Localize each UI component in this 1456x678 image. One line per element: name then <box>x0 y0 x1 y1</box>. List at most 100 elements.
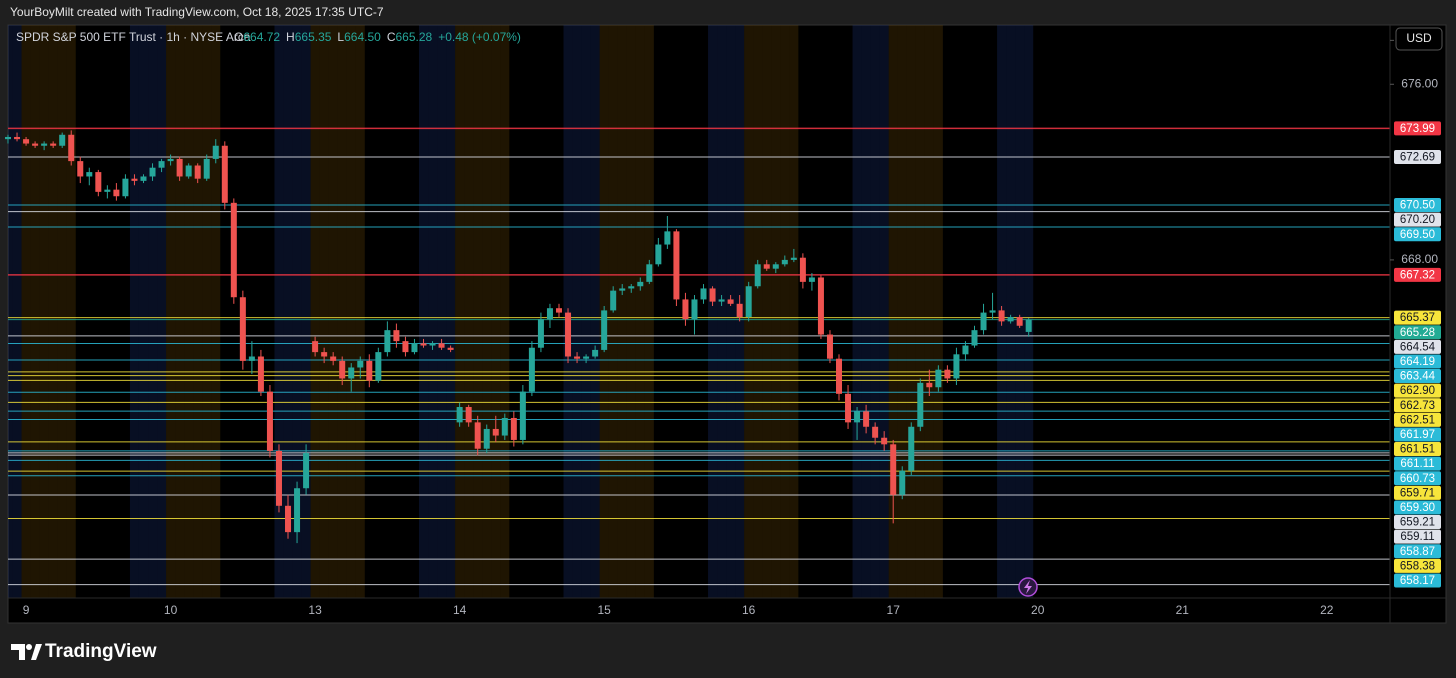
session-band <box>590 25 600 598</box>
level-label-box <box>1394 500 1441 515</box>
session-band <box>166 25 176 598</box>
candle-body <box>230 202 237 298</box>
candle-body <box>140 176 147 181</box>
x-tick-label: 9 <box>23 603 30 617</box>
candle-body <box>808 277 815 282</box>
candle-body <box>149 167 156 177</box>
candle-body <box>203 158 210 179</box>
candle-body <box>555 308 562 313</box>
session-band <box>915 25 925 598</box>
session-band <box>906 25 916 598</box>
candle-body <box>294 488 301 533</box>
candle-body <box>465 407 472 423</box>
level-label-box <box>1394 515 1441 530</box>
level-label-box <box>1394 369 1441 384</box>
session-band <box>717 25 727 598</box>
level-label: 662.51 <box>1400 414 1435 426</box>
candle-body <box>303 453 310 489</box>
candle-body <box>483 428 490 449</box>
session-band <box>328 25 338 598</box>
alert-icon[interactable] <box>1018 577 1038 597</box>
candle-body <box>565 312 572 357</box>
level-label-box <box>1394 339 1441 354</box>
candle-body <box>167 158 174 162</box>
currency[interactable]: USD <box>1406 31 1432 45</box>
candle-body <box>772 264 779 269</box>
level-label-box <box>1394 427 1441 442</box>
level-label: 661.97 <box>1400 429 1435 441</box>
session-band <box>464 25 474 598</box>
candle-body <box>682 299 689 320</box>
candle-body <box>619 288 626 291</box>
candle-body <box>447 347 454 350</box>
x-tick-label: 10 <box>164 603 178 617</box>
session-band <box>753 25 763 598</box>
session-band <box>175 25 185 598</box>
level-label-box <box>1394 267 1441 282</box>
candle-body <box>456 407 463 423</box>
session-band <box>870 25 880 598</box>
candle-body <box>393 330 400 342</box>
candle-body <box>655 244 662 265</box>
candle-body <box>646 264 653 282</box>
session-band <box>57 25 67 598</box>
level-label: 662.90 <box>1400 385 1435 397</box>
level-label: 670.50 <box>1400 200 1435 212</box>
session-band <box>292 25 302 598</box>
session-band <box>184 25 194 598</box>
level-label: 667.32 <box>1400 269 1435 281</box>
candle-body <box>248 356 255 361</box>
candle-body <box>5 136 11 140</box>
x-tick-label: 17 <box>887 603 901 617</box>
candle-body <box>935 369 942 388</box>
session-band <box>491 25 501 598</box>
legend: SPDR S&P 500 ETF Trust · 1h · NYSE Arca … <box>16 30 521 44</box>
level-label-box <box>1394 310 1441 325</box>
candle-body <box>501 417 508 436</box>
candle-body <box>339 360 346 379</box>
x-tick-label: 20 <box>1031 603 1045 617</box>
candle-body <box>239 297 246 361</box>
session-band <box>1006 25 1016 598</box>
ohlc-value: 665.35 <box>295 30 332 44</box>
session-band <box>500 25 510 598</box>
level-label-box <box>1394 212 1441 227</box>
candle-body <box>980 312 987 331</box>
candle-body <box>962 345 969 355</box>
chart-panel <box>7 24 1447 624</box>
logo-t <box>11 644 25 660</box>
candle-body <box>176 158 183 177</box>
level-label-box <box>1394 121 1441 136</box>
level-label: 661.11 <box>1400 458 1434 470</box>
session-band <box>283 25 293 598</box>
candle-body <box>546 308 553 320</box>
candle-body <box>583 356 590 359</box>
session-band <box>30 25 40 598</box>
candle-body <box>718 299 725 302</box>
level-label: 660.73 <box>1400 473 1435 485</box>
session-band <box>48 25 58 598</box>
candle-body <box>1007 316 1014 322</box>
session-band <box>572 25 582 598</box>
x-tick-label: 16 <box>742 603 756 617</box>
candle-body <box>890 444 897 495</box>
ohlc-key: O <box>234 30 243 44</box>
candle-body <box>519 391 526 440</box>
candle-body <box>799 257 806 282</box>
candle-body <box>14 136 21 140</box>
candle-body <box>826 334 833 359</box>
candle-body <box>610 290 617 311</box>
candle-body <box>68 134 75 162</box>
candle-body <box>375 352 382 381</box>
candle-body <box>420 343 427 346</box>
candle-body <box>312 341 319 353</box>
session-band <box>202 25 212 598</box>
currency-button[interactable] <box>1395 27 1443 51</box>
session-band <box>148 25 158 598</box>
candle-body <box>700 288 707 300</box>
credit: YourBoyMilt created with TradingView.com… <box>10 5 384 19</box>
candle-body <box>113 189 120 197</box>
level-label: 658.87 <box>1400 546 1435 558</box>
candle-body <box>664 231 671 245</box>
session-band <box>157 25 167 598</box>
